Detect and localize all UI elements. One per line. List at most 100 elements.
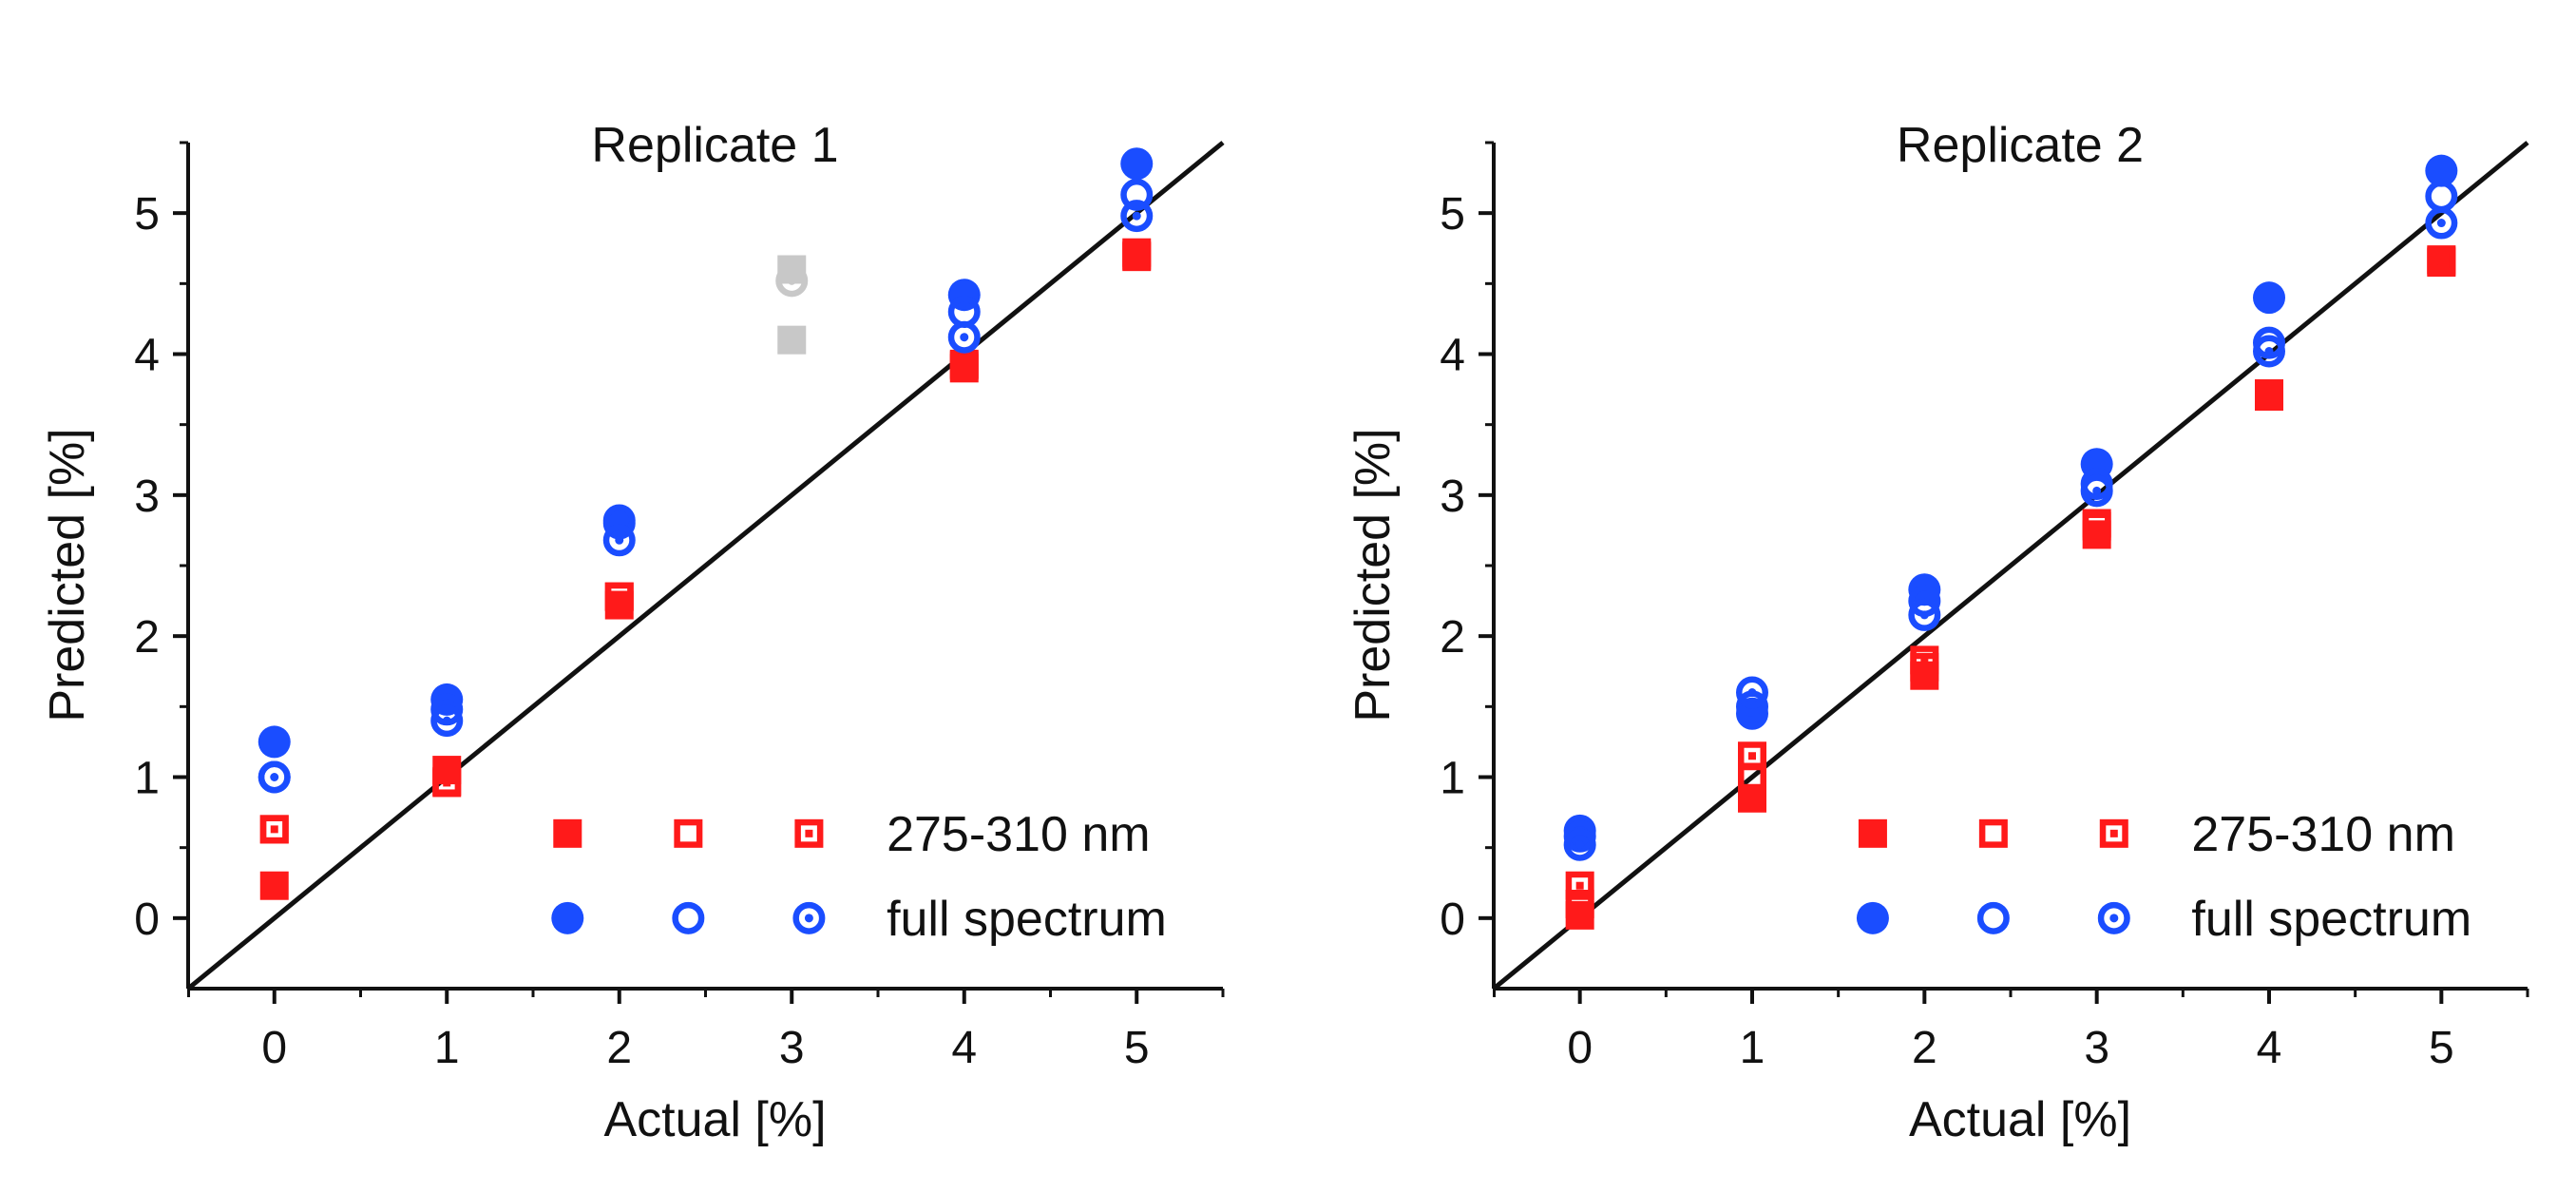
data-point-circle-open: [2425, 180, 2458, 213]
legend-marker-square-open: [1978, 818, 2008, 848]
data-point-square-dotted: [2255, 382, 2283, 411]
data-point-square-dotted: [1122, 242, 1152, 272]
data-point-circle-dotted-dot: [442, 716, 451, 725]
legend-marker-circle-filled: [551, 901, 584, 934]
legend-marker-square-dotted: [2099, 818, 2128, 848]
data-point-circle-dotted-dot: [1919, 610, 1929, 620]
legend-marker-circle-dotted: [792, 901, 826, 934]
legend-marker-circle-open: [672, 901, 705, 934]
chart-title: Replicate 1: [591, 118, 838, 173]
data-point-square-dotted: [604, 582, 634, 611]
x-tick-label: 0: [1567, 1023, 1593, 1073]
x-tick-label: 1: [434, 1023, 460, 1073]
data-point-square-open: [1565, 890, 1594, 918]
data-point-circle-dotted-dot: [270, 773, 279, 781]
x-axis-label: Actual [%]: [1909, 1092, 2131, 1147]
data-point-square-dotted-dot: [1920, 656, 1929, 664]
legend-marker-circle-open: [1976, 901, 2010, 934]
excluded-data-point: [775, 264, 809, 298]
legend-marker-circle-dotted: [2097, 901, 2130, 934]
legend-marker-circle-dotted-dot: [804, 914, 813, 923]
data-point-circle-dotted-dot: [960, 333, 969, 342]
y-tick-label: 5: [1440, 189, 1465, 240]
data-point-square-dotted: [1910, 645, 1939, 675]
chart-panel-replicate-1: Replicate 1 Actual [%] Predicted [%] 275…: [40, 118, 1225, 1147]
x-tick-label: 1: [1740, 1023, 1765, 1073]
y-tick-label: 3: [134, 471, 160, 522]
data-point-square-dotted: [1565, 871, 1594, 900]
data-point-square-dotted: [259, 815, 289, 844]
data-point-circle-dotted: [1120, 200, 1154, 233]
y-tick-label: 0: [134, 895, 160, 945]
x-tick-label: 3: [2084, 1023, 2109, 1073]
legend-marker-circle-filled: [1856, 901, 1889, 934]
legend-marker-square-filled: [553, 818, 582, 848]
data-point-square-dotted: [949, 351, 979, 380]
chart-panel-replicate-2: Replicate 2 Actual [%] Predicted [%] 275…: [1345, 118, 2529, 1147]
excluded-data-point-dot: [787, 276, 796, 285]
data-point-square-dotted-dot: [1133, 253, 1141, 261]
legend-marker-circle-dotted-dot: [2109, 914, 2119, 923]
identity-line: [1492, 141, 2529, 991]
chart-title: Replicate 2: [1897, 118, 2144, 173]
data-point-circle-filled: [2425, 154, 2458, 187]
data-point-circle-dotted: [258, 760, 291, 794]
legend-label-full-spectrum: full spectrum: [2191, 892, 2471, 947]
data-point-circle-open: [1120, 178, 1154, 211]
legend-marker-square-dotted: [794, 818, 824, 848]
y-axis-label: Predicted [%]: [40, 428, 95, 722]
data-point-square-dotted-dot: [615, 592, 623, 601]
data-point-circle-dotted-dot: [2436, 219, 2446, 228]
data-point-circle-dotted: [1563, 828, 1596, 861]
data-point-square-dotted: [2427, 246, 2456, 276]
data-point-circle-filled: [1120, 147, 1154, 181]
data-point-square-dotted-dot: [1575, 881, 1584, 890]
data-point-circle-dotted: [2425, 206, 2458, 240]
data-point-circle-dotted: [602, 524, 636, 557]
y-tick-label: 1: [1440, 754, 1465, 804]
data-point-square-dotted: [432, 768, 462, 798]
data-point-circle-dotted-dot: [1132, 211, 1141, 221]
data-point-circle-dotted-dot: [2092, 486, 2102, 495]
data-point-circle-dotted-dot: [615, 535, 624, 545]
data-point-circle-dotted-dot: [1747, 688, 1757, 697]
x-tick-label: 2: [1912, 1023, 1937, 1073]
legend-label-uv-range: 275-310 nm: [2191, 807, 2455, 862]
legend-label-uv-range: 275-310 nm: [887, 807, 1151, 862]
data-point-circle-dotted-dot: [1575, 840, 1585, 850]
y-tick-label: 3: [1440, 471, 1465, 522]
data-point-circle-dotted-dot: [2264, 347, 2274, 356]
x-tick-label: 5: [1124, 1023, 1150, 1073]
data-point-square-dotted: [1738, 741, 1766, 771]
data-point-square-dotted: [2082, 511, 2111, 541]
x-tick-label: 0: [261, 1023, 287, 1073]
data-point-square-dotted-dot: [2437, 257, 2446, 265]
data-point-square-dotted-dot: [960, 361, 968, 370]
x-axis-label: Actual [%]: [603, 1092, 826, 1147]
data-point-circle-dotted: [1908, 598, 1941, 631]
excluded-data-point: [777, 325, 807, 355]
legend-label-full-spectrum: full spectrum: [887, 892, 1167, 947]
data-point-square-dotted-dot: [1748, 752, 1756, 760]
data-point-circle-filled: [258, 725, 291, 759]
legend-marker-square-filled: [1858, 818, 1887, 848]
data-point-square-dotted-dot: [2265, 393, 2273, 400]
y-tick-label: 4: [1440, 331, 1465, 381]
data-point-square-dotted-dot: [270, 825, 278, 834]
x-tick-label: 5: [2429, 1023, 2454, 1073]
identity-line: [186, 141, 1225, 991]
data-point-circle-open: [602, 504, 636, 537]
x-tick-label: 3: [779, 1023, 805, 1073]
y-tick-label: 2: [134, 612, 160, 663]
data-point-square-dotted-dot: [443, 779, 451, 787]
data-point-circle-filled: [2253, 281, 2285, 315]
y-tick-label: 1: [134, 754, 160, 804]
data-point-square-filled: [259, 871, 289, 900]
legend-marker-square-open: [674, 818, 703, 848]
x-tick-label: 4: [2257, 1023, 2282, 1073]
data-point-circle-dotted: [2253, 335, 2285, 368]
y-tick-label: 2: [1440, 612, 1465, 663]
data-point-circle-dotted: [947, 320, 981, 354]
y-tick-label: 5: [134, 189, 160, 240]
